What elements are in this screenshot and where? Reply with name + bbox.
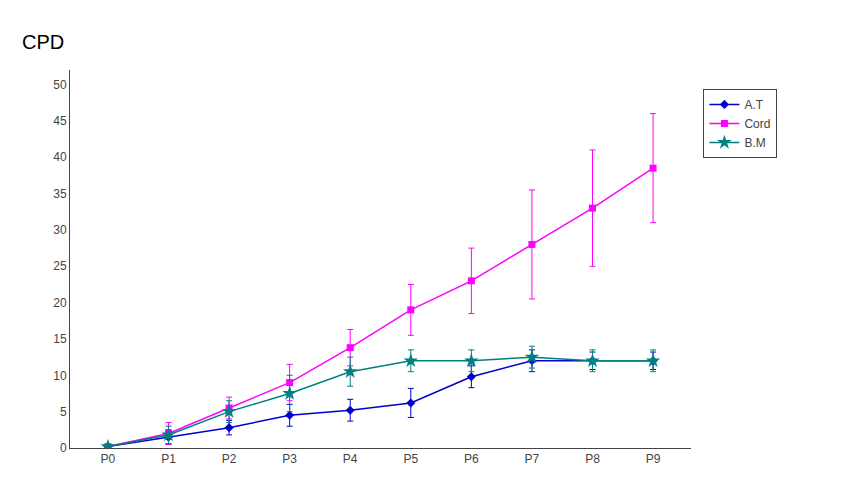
svg-text:45: 45	[53, 114, 67, 128]
svg-text:Cord: Cord	[744, 117, 770, 131]
svg-text:CPD: CPD	[22, 31, 64, 53]
svg-text:10: 10	[53, 369, 67, 383]
svg-text:P0: P0	[101, 452, 116, 466]
svg-text:P8: P8	[585, 452, 600, 466]
svg-text:P9: P9	[646, 452, 661, 466]
svg-text:P1: P1	[161, 452, 176, 466]
svg-text:5: 5	[60, 405, 67, 419]
svg-text:B.M: B.M	[744, 136, 765, 150]
svg-text:P5: P5	[403, 452, 418, 466]
svg-text:40: 40	[53, 150, 67, 164]
svg-text:P3: P3	[282, 452, 297, 466]
svg-text:50: 50	[53, 78, 67, 92]
svg-text:15: 15	[53, 332, 67, 346]
svg-text:25: 25	[53, 259, 67, 273]
svg-text:P4: P4	[343, 452, 358, 466]
svg-text:P6: P6	[464, 452, 479, 466]
svg-text:0: 0	[60, 441, 67, 455]
svg-text:20: 20	[53, 296, 67, 310]
svg-text:30: 30	[53, 223, 67, 237]
svg-text:P2: P2	[222, 452, 237, 466]
svg-text:P7: P7	[525, 452, 540, 466]
svg-text:35: 35	[53, 187, 67, 201]
svg-text:A.T: A.T	[744, 98, 763, 112]
